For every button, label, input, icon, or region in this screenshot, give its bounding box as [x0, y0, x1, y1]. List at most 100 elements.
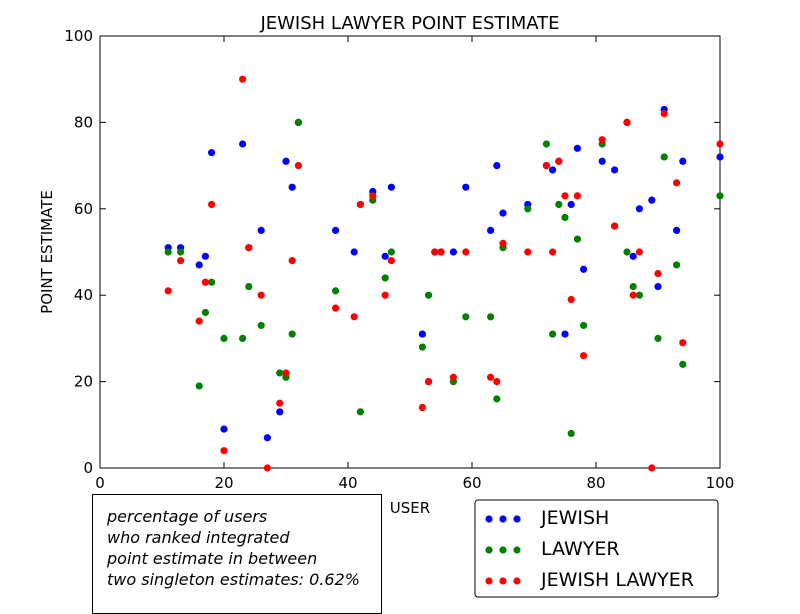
legend-marker-lawyer [499, 546, 507, 554]
jewish-lawyer-point [418, 403, 426, 412]
jewish-lawyer-point [437, 248, 445, 256]
jewish-point [381, 252, 389, 260]
jewish-lawyer-point [263, 464, 271, 472]
y-tick-label: 60 [74, 200, 93, 218]
x-tick-label: 80 [586, 474, 605, 492]
jewish-point [549, 166, 557, 174]
jewish-point [195, 261, 203, 269]
lawyer-point [425, 291, 433, 299]
legend-items: JEWISH LAWYER JEWISH LAWYER [485, 507, 694, 591]
jewish-point [673, 226, 681, 234]
jewish-point [561, 330, 569, 338]
jewish-lawyer-point [648, 464, 656, 472]
lawyer-point [660, 153, 668, 161]
legend-marker-jewish [485, 515, 493, 523]
jewish-lawyer-point [369, 192, 377, 200]
jewish-point [598, 157, 606, 165]
jewish-point [580, 265, 588, 273]
lawyer-point [177, 248, 185, 256]
lawyer-point [580, 321, 588, 330]
jewish-lawyer-point [567, 295, 575, 304]
jewish-lawyer-point [431, 248, 439, 256]
lawyer-point [239, 334, 247, 342]
lawyer-point [567, 429, 575, 438]
lawyer-point [493, 395, 501, 403]
jewish-point [201, 252, 209, 260]
lawyer-point [542, 140, 551, 148]
x-axis-label: USER [390, 499, 430, 517]
jewish-lawyer-point [549, 248, 557, 256]
lawyer-point [623, 248, 631, 256]
jewish-lawyer-point [493, 378, 501, 386]
jewish-lawyer-point [257, 291, 265, 299]
lawyer-point [208, 278, 216, 286]
jewish-lawyer-point [288, 257, 296, 265]
lawyer-point [288, 330, 296, 338]
jewish-lawyer-point [208, 200, 216, 209]
jewish-point [263, 434, 271, 442]
legend-marker-lawyer [513, 546, 521, 554]
jewish-point [499, 209, 507, 217]
jewish-point [387, 183, 395, 191]
jewish-point [629, 252, 637, 260]
jewish-lawyer-point [524, 248, 532, 256]
lawyer-point [524, 205, 532, 213]
jewish-point [220, 425, 228, 433]
jewish-lawyer-point [580, 352, 588, 360]
jewish-lawyer-point [561, 192, 569, 200]
lawyer-point [418, 343, 426, 351]
jewish-point [276, 408, 284, 416]
jewish-lawyer-point [462, 248, 470, 256]
lawyer-point [220, 334, 228, 342]
jewish-point [654, 282, 662, 291]
jewish-lawyer-point [245, 244, 253, 252]
jewish-lawyer-point [716, 140, 724, 148]
legend-marker-jewish-lawyer [485, 577, 493, 585]
lawyer-point [561, 213, 569, 222]
lawyer-point [635, 291, 644, 299]
y-tick-label: 0 [83, 459, 93, 477]
legend-marker-jewish [513, 515, 521, 523]
jewish-point [257, 226, 265, 234]
jewish-point [350, 248, 358, 256]
jewish-point [449, 248, 457, 256]
annotation-line-2: who ranked integrated [107, 528, 290, 547]
x-tick-label: 20 [214, 474, 233, 492]
jewish-lawyer-point [425, 378, 433, 386]
x-tick-label: 40 [338, 474, 357, 492]
jewish-lawyer-point [276, 399, 284, 407]
jewish-lawyer-point [350, 313, 358, 321]
jewish-point [567, 200, 575, 209]
jewish-lawyer-point [598, 136, 606, 144]
legend: JEWISH LAWYER JEWISH LAWYER [474, 499, 719, 598]
lawyer-point [654, 334, 662, 342]
chart-title: JEWISH LAWYER POINT ESTIMATE [259, 13, 559, 34]
y-tick-label: 40 [74, 286, 93, 304]
jewish-lawyer-point [573, 192, 582, 200]
lawyer-point [245, 282, 253, 291]
jewish-point [679, 157, 687, 165]
jewish-lawyer-point [487, 373, 495, 381]
lawyer-point [629, 282, 637, 291]
lawyer-point [381, 274, 389, 282]
jewish-lawyer-point [635, 248, 644, 256]
jewish-lawyer-point [239, 75, 247, 83]
x-tick-label: 60 [462, 474, 481, 492]
jewish-point [239, 140, 247, 148]
jewish-lawyer-point [387, 257, 395, 265]
jewish-point [648, 196, 656, 204]
legend-marker-jewish [499, 515, 507, 523]
legend-label-jewish-lawyer: JEWISH LAWYER [540, 569, 694, 591]
lawyer-point [356, 408, 364, 416]
lawyer-point [332, 287, 340, 295]
jewish-point [208, 149, 216, 157]
scatter-chart: JEWISH LAWYER POINT ESTIMATE 0 20 40 60 80 10… [38, 13, 735, 598]
jewish-point [418, 330, 426, 338]
y-tick-label: 20 [74, 373, 93, 391]
jewish-lawyer-point [294, 162, 302, 170]
jewish-lawyer-point [449, 373, 457, 381]
x-tick-label: 100 [706, 474, 735, 492]
legend-marker-lawyer [485, 546, 493, 554]
jewish-lawyer-point [195, 317, 203, 325]
jewish-point [288, 183, 296, 191]
